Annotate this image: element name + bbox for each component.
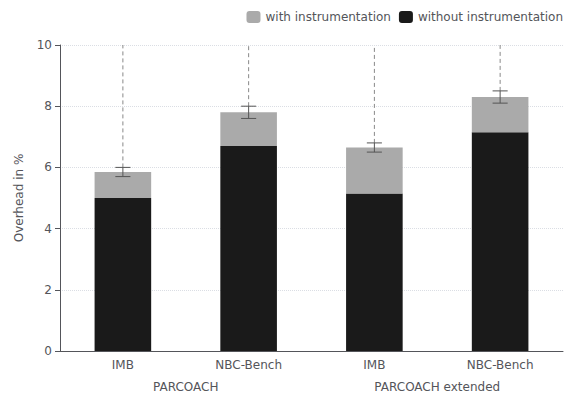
svg-text:with instrumentation: with instrumentation — [265, 10, 390, 24]
svg-text:NBC-Bench: NBC-Bench — [467, 358, 534, 372]
svg-text:8: 8 — [44, 99, 52, 113]
svg-text:4: 4 — [44, 222, 52, 236]
svg-text:NBC-Bench: NBC-Bench — [215, 358, 282, 372]
svg-text:0: 0 — [44, 344, 52, 358]
svg-text:6: 6 — [44, 160, 52, 174]
svg-text:PARCOACH: PARCOACH — [153, 380, 218, 394]
svg-text:Overhead in %: Overhead in % — [12, 154, 26, 243]
svg-text:10: 10 — [37, 38, 52, 52]
svg-text:IMB: IMB — [363, 358, 385, 372]
svg-text:IMB: IMB — [112, 358, 134, 372]
svg-text:PARCOACH extended: PARCOACH extended — [374, 380, 500, 394]
svg-text:2: 2 — [44, 283, 52, 297]
svg-text:without instrumentation: without instrumentation — [418, 10, 563, 24]
